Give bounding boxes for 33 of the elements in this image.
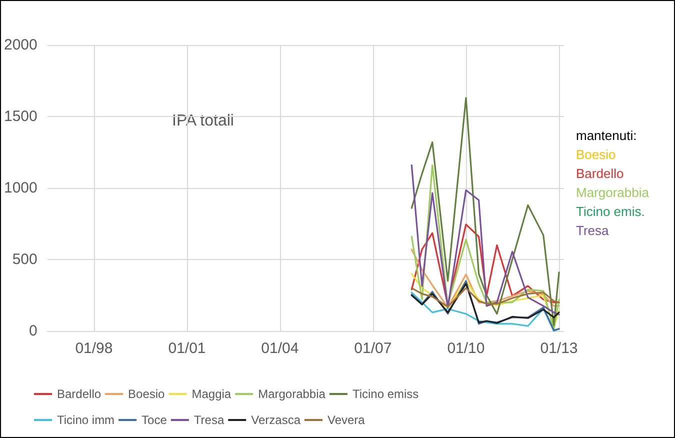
- line-series: [410, 292, 560, 332]
- legend-label: Toce: [142, 413, 168, 427]
- line-series: [410, 283, 560, 324]
- legend-label: Maggia: [192, 387, 232, 401]
- y-tick-label: 500: [12, 251, 38, 268]
- x-tick-label: 01/01: [168, 340, 206, 357]
- legend-label: Margorabbia: [258, 387, 326, 401]
- legend-label: Bardello: [57, 387, 102, 401]
- legend-label: Tresa: [194, 413, 224, 427]
- text: Ticino emis.: [576, 204, 645, 219]
- x-tick-label: 01/98: [75, 340, 113, 357]
- x-tick-label: 01/10: [447, 340, 485, 357]
- line-series: [410, 97, 560, 326]
- legend-label: Ticino imm: [57, 413, 115, 427]
- line-series: [410, 280, 560, 332]
- x-tick-label: 01/07: [354, 340, 392, 357]
- text: mantenuti:: [576, 128, 637, 143]
- text: Margorabbia: [576, 185, 650, 200]
- legend-label: Boesio: [128, 387, 166, 401]
- text: Tresa: [576, 223, 610, 238]
- line-series: [410, 287, 560, 308]
- y-tick-label: 1500: [4, 108, 38, 125]
- legend-label: Vevera: [327, 413, 366, 427]
- text: Bardello: [576, 166, 624, 181]
- y-tick-label: 0: [29, 322, 38, 340]
- legend-label: Verzasca: [251, 413, 301, 427]
- y-tick-label: 2000: [4, 36, 38, 54]
- x-tick-label: 01/13: [540, 340, 578, 357]
- legend-label: Ticino emiss: [352, 387, 419, 401]
- x-tick-label: 01/04: [261, 340, 299, 357]
- y-tick-label: 1000: [4, 180, 38, 196]
- line-series: [410, 248, 560, 308]
- text: Boesio: [576, 147, 616, 162]
